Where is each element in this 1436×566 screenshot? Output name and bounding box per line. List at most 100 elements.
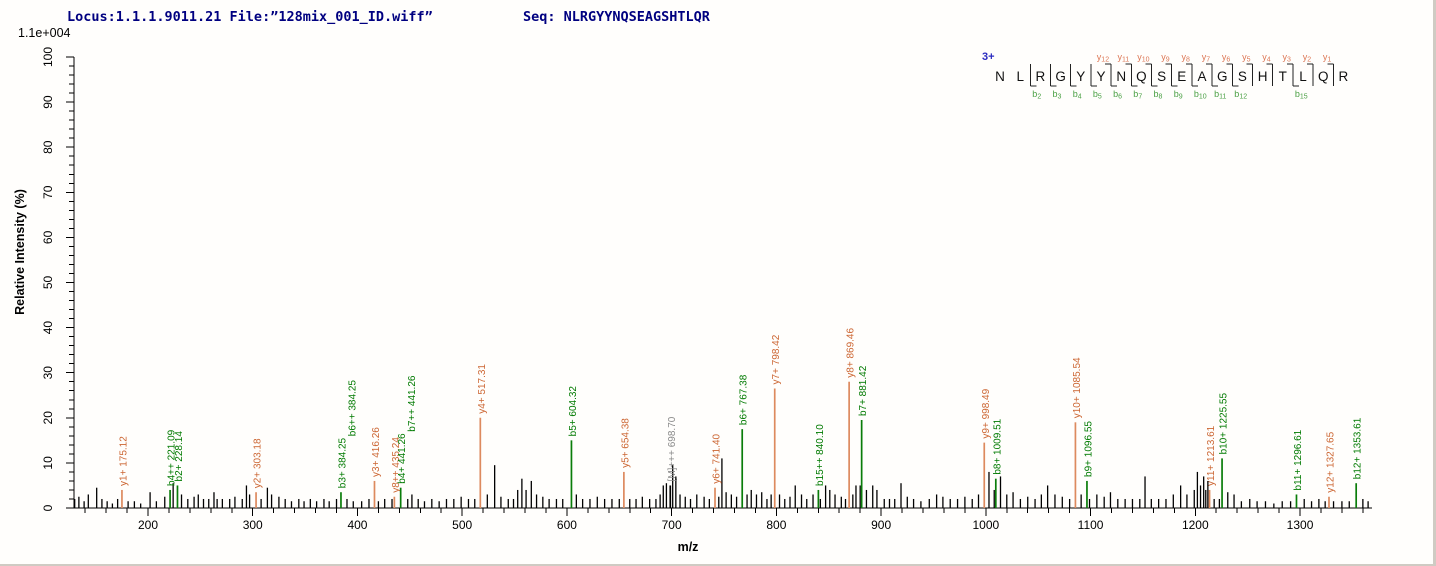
peak-label: y11+ 1213.61: [1206, 425, 1217, 486]
y-ion-mark: y5: [1242, 52, 1251, 64]
peak-label: b3+ 384.25: [337, 437, 348, 488]
peak-label: y3+ 416.26: [371, 427, 382, 477]
peak-label: b6++ 384.25: [347, 380, 358, 437]
b-ion-mark: b15: [1295, 89, 1308, 101]
y-ion-mark: y6: [1222, 52, 1231, 64]
x-tick-label: 900: [871, 518, 891, 532]
y-tick-label: 100: [41, 47, 55, 67]
peak-label: b11+ 1296.61: [1293, 429, 1304, 490]
y-ion-mark: y11: [1118, 52, 1130, 64]
y-tick-label: 60: [41, 230, 55, 244]
peak-label: b9+ 1096.55: [1083, 421, 1094, 477]
y-tick-label: 40: [41, 321, 55, 335]
y-ion-mark: y12: [1097, 52, 1109, 64]
b-ion-mark: b11: [1214, 89, 1226, 101]
residue-S: S: [1157, 69, 1166, 84]
peak-label: b10+ 1225.55: [1219, 393, 1230, 455]
peak-label: b12+ 1353.61: [1353, 417, 1364, 479]
axes: 0 10 20 30 40 50 60 70 80 90 100 200 300 400 500 600 700…: [41, 47, 1372, 532]
b-ion-mark: b9: [1174, 89, 1183, 101]
x-tick-label: 200: [138, 518, 158, 532]
locus-file-header: Locus:1.1.1.9011.21 File:”128mix_001_ID.…: [67, 9, 433, 25]
y-axis-title: Relative Intensity (%): [13, 189, 27, 315]
x-tick-label: 700: [662, 518, 682, 532]
b-ion-mark: b10: [1194, 89, 1207, 101]
residue-G: G: [1217, 69, 1228, 84]
intensity-scale-label: 1.1e+004: [18, 26, 71, 40]
peak-label: y7+ 798.42: [771, 334, 782, 384]
peptide-fragment-map: 3+N L R G Y Y N Q S E A G S H T L Q Rb2 b3 b4 b5y12b6y11b7y1…: [982, 51, 1349, 101]
peak-label: y5+ 654.38: [620, 418, 631, 468]
peak-label: b8+ 1009.51: [992, 418, 1003, 474]
y-tick-label: 10: [41, 456, 55, 470]
b-ion-mark: b8: [1154, 89, 1163, 101]
x-axis-title: m/z: [678, 540, 699, 554]
residue-N: N: [995, 69, 1005, 84]
b-ion-mark: b2: [1032, 89, 1041, 101]
residue-L: L: [1299, 69, 1307, 84]
peak-label: y10+ 1085.54: [1072, 357, 1083, 418]
peak-label: b7+ 881.42: [858, 365, 869, 416]
residue-R: R: [1339, 69, 1349, 84]
peak-label: y9+ 998.49: [981, 388, 992, 438]
residue-T: T: [1279, 69, 1287, 84]
peak-label: b5+ 604.32: [568, 386, 579, 437]
peak-label: b4+ 441.26: [397, 433, 408, 484]
y-ion-mark: y2: [1303, 52, 1312, 64]
x-tick-label: 400: [347, 518, 367, 532]
peak-label: [M]+++ 698.70: [667, 416, 678, 481]
residue-Y: Y: [1096, 69, 1105, 84]
y-tick-label: 0: [41, 504, 55, 511]
b-ion-mark: b7: [1133, 89, 1142, 101]
y-ion-mark: y3: [1282, 52, 1291, 64]
x-tick-label: 1100: [1078, 518, 1104, 532]
b-ion-mark: b5: [1093, 89, 1102, 101]
y-tick-label: 30: [41, 366, 55, 380]
y-ion-mark: y10: [1137, 52, 1149, 64]
residue-Q: Q: [1136, 69, 1147, 84]
y-tick-label: 90: [41, 95, 55, 109]
residue-S: S: [1238, 69, 1247, 84]
b-ion-mark: b3: [1053, 89, 1062, 101]
residue-L: L: [1016, 69, 1024, 84]
b-ion-mark: b6: [1113, 89, 1122, 101]
residue-Q: Q: [1318, 69, 1329, 84]
residue-E: E: [1177, 69, 1186, 84]
precursor-charge: 3+: [982, 51, 995, 63]
x-tick-label: 500: [452, 518, 472, 532]
x-tick-label: 1000: [972, 518, 999, 532]
b-ion-mark: b4: [1073, 89, 1082, 101]
y-tick-label: 70: [41, 185, 55, 199]
y-tick-label: 50: [41, 276, 55, 290]
y-ion-mark: y7: [1202, 52, 1211, 64]
y-tick-label: 20: [41, 411, 55, 425]
peak-label: y8+ 869.46: [846, 328, 857, 378]
residue-H: H: [1258, 69, 1268, 84]
x-tick-label: 800: [766, 518, 786, 532]
residue-R: R: [1036, 69, 1046, 84]
noise-peaks: [74, 458, 1369, 508]
residue-A: A: [1197, 69, 1206, 84]
peak-label: y2+ 303.18: [253, 438, 264, 488]
residue-Y: Y: [1076, 69, 1085, 84]
peak-label: y12+ 1327.65: [1325, 431, 1336, 492]
peak-label: y4+ 517.31: [477, 364, 488, 414]
peak-label: b4++ 221.09: [167, 429, 178, 486]
peak-label: b2+ 228.14: [174, 431, 185, 482]
x-tick-label: 1300: [1287, 518, 1314, 532]
x-tick-label: 1200: [1182, 518, 1209, 532]
residue-N: N: [1116, 69, 1126, 84]
residue-G: G: [1055, 69, 1066, 84]
y-ion-mark: y8: [1181, 52, 1190, 64]
y-tick-label: 80: [41, 140, 55, 154]
y-ion-mark: y1: [1323, 52, 1332, 64]
y-ion-mark: y9: [1161, 52, 1170, 64]
peak-label: b7++ 441.26: [407, 375, 418, 432]
sequence-header: Seq: NLRGYYNQSEAGSHTLQR: [523, 9, 711, 25]
x-tick-label: 300: [243, 518, 263, 532]
peak-label: b15++ 840.10: [815, 424, 826, 486]
peak-label: b6+ 767.38: [739, 374, 750, 425]
x-tick-label: 600: [557, 518, 577, 532]
